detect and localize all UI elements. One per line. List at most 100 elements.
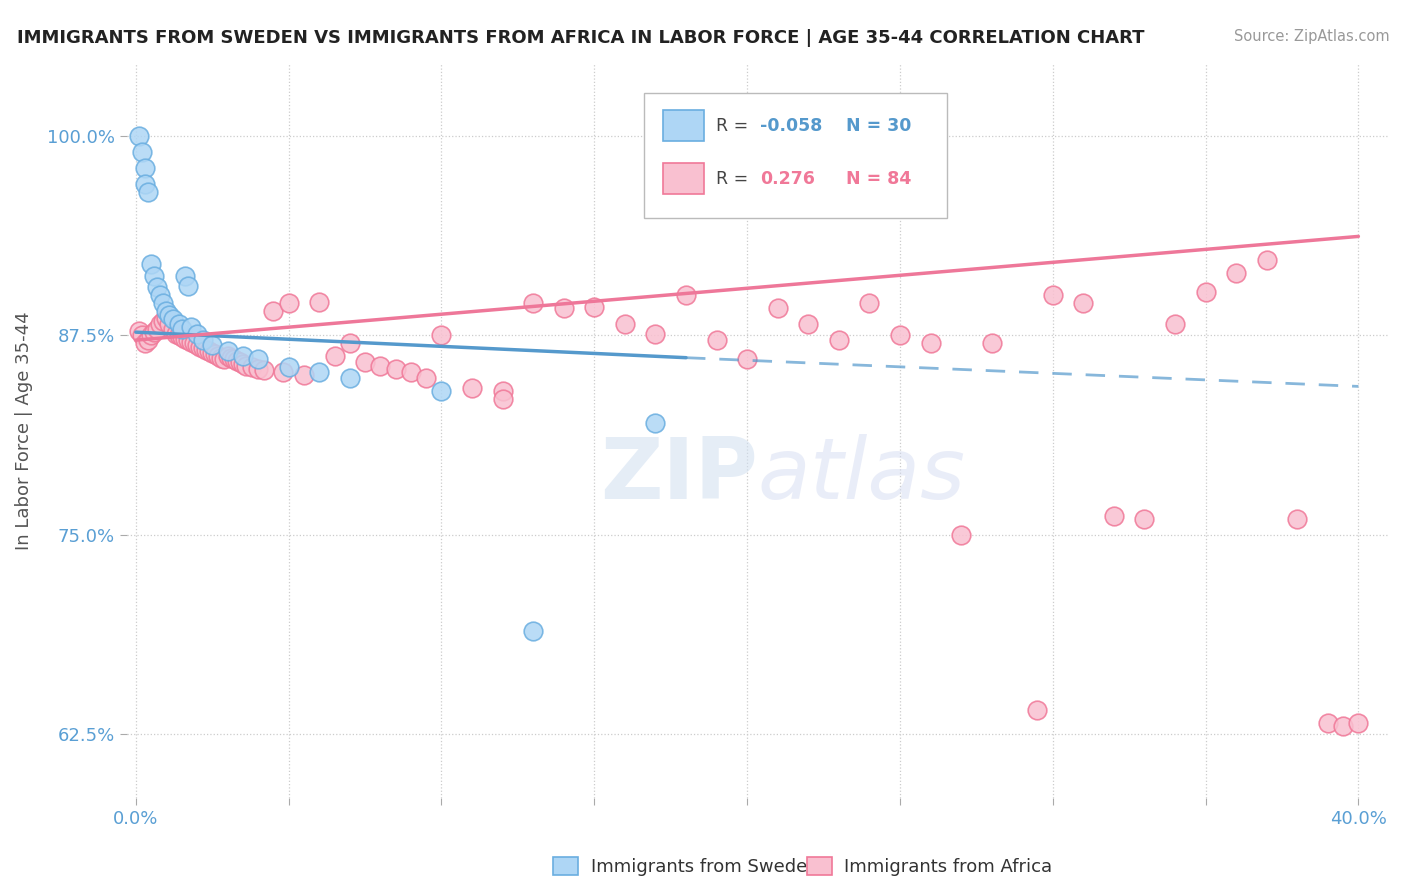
Point [162, 322, 184, 336]
Point [491, 384, 513, 399]
Point [149, 288, 172, 302]
Point [797, 317, 820, 331]
Point [1316, 716, 1339, 731]
Point [219, 351, 242, 365]
Point [155, 304, 177, 318]
Text: Immigrants from Africa: Immigrants from Africa [844, 858, 1052, 876]
Point [675, 288, 697, 302]
Point [139, 256, 162, 270]
Point [384, 362, 406, 376]
Point [146, 322, 169, 336]
Point [308, 365, 330, 379]
Point [131, 328, 153, 343]
Text: Source: ZipAtlas.com: Source: ZipAtlas.com [1233, 29, 1389, 44]
Point [167, 328, 190, 343]
Text: N = 84: N = 84 [846, 169, 911, 187]
Point [247, 352, 270, 367]
Point [522, 624, 544, 638]
Point [128, 128, 150, 143]
Point [146, 280, 169, 294]
Text: Immigrants from Sweden: Immigrants from Sweden [591, 858, 818, 876]
Point [173, 332, 195, 346]
Point [217, 349, 239, 363]
Point [430, 384, 453, 399]
Point [644, 416, 666, 430]
Point [232, 357, 254, 371]
Point [1347, 716, 1369, 731]
Point [1194, 285, 1216, 300]
Point [222, 352, 245, 367]
Point [1102, 508, 1125, 523]
Text: R =: R = [716, 117, 754, 135]
Point [247, 362, 270, 376]
Point [217, 344, 239, 359]
Point [1133, 512, 1156, 526]
Point [553, 301, 575, 316]
Point [706, 333, 728, 347]
Point [1026, 703, 1049, 717]
Point [229, 355, 252, 369]
Point [191, 333, 214, 347]
Text: IMMIGRANTS FROM SWEDEN VS IMMIGRANTS FROM AFRICA IN LABOR FORCE | AGE 35-44 CORR: IMMIGRANTS FROM SWEDEN VS IMMIGRANTS FRO… [17, 29, 1144, 46]
Point [1286, 512, 1309, 526]
Point [277, 360, 299, 375]
Point [889, 328, 911, 343]
Point [165, 326, 187, 341]
Point [201, 346, 224, 360]
Point [339, 371, 361, 385]
Point [339, 336, 361, 351]
Point [170, 330, 193, 344]
Point [173, 269, 195, 284]
Point [180, 320, 202, 334]
Point [149, 317, 172, 331]
Bar [664, 111, 703, 141]
Point [204, 347, 226, 361]
Point [262, 304, 284, 318]
Point [188, 339, 211, 353]
Point [253, 363, 276, 377]
Y-axis label: In Labor Force | Age 35-44: In Labor Force | Age 35-44 [15, 312, 32, 550]
Point [232, 349, 254, 363]
Point [139, 328, 162, 343]
Bar [664, 163, 703, 194]
Point [354, 355, 377, 369]
Text: N = 30: N = 30 [846, 117, 911, 135]
Point [415, 371, 437, 385]
Point [143, 325, 166, 339]
Point [201, 338, 224, 352]
Text: ZIP: ZIP [600, 434, 758, 516]
Text: R =: R = [716, 169, 754, 187]
Point [152, 296, 174, 310]
Point [143, 269, 166, 284]
Point [323, 349, 346, 363]
Point [159, 317, 181, 331]
Text: 0.276: 0.276 [761, 169, 815, 187]
Point [613, 317, 636, 331]
Point [186, 338, 208, 352]
Point [920, 336, 942, 351]
Text: -0.058: -0.058 [761, 117, 823, 135]
Point [1331, 719, 1354, 733]
Point [155, 310, 177, 325]
Point [277, 296, 299, 310]
Point [766, 301, 789, 316]
Point [134, 161, 156, 175]
Point [170, 322, 193, 336]
Point [370, 359, 392, 373]
Point [214, 352, 236, 367]
Point [1071, 296, 1094, 310]
Point [235, 359, 257, 373]
Point [399, 365, 422, 379]
Point [162, 312, 184, 326]
Point [207, 349, 229, 363]
Point [461, 381, 484, 395]
Point [430, 328, 453, 343]
Point [858, 296, 880, 310]
Point [177, 333, 200, 347]
Point [167, 317, 190, 331]
Point [522, 296, 544, 310]
Point [198, 344, 221, 359]
Point [1256, 253, 1278, 268]
Point [191, 341, 214, 355]
Point [177, 278, 200, 293]
